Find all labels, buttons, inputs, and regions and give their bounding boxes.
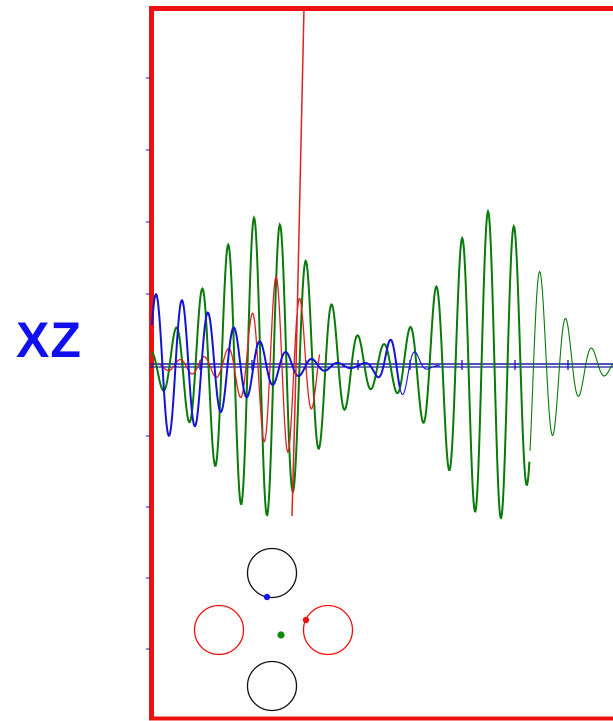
frame-left-ticks [146,77,150,650]
right-circle-icon [302,604,354,656]
blue-dot [263,593,271,601]
red-beam-lower [291,367,297,517]
red-dot [302,616,310,624]
red-beam-upper [295,7,305,369]
blue-wave-trail [399,351,440,396]
bottom-circle-icon [246,660,298,712]
left-circle-icon [193,604,245,656]
blue-wave [151,293,401,438]
frame [149,6,613,721]
green-dot [277,631,285,639]
x-axis [150,360,613,370]
green-wave-trail [529,270,613,451]
plane-label: XZ [16,312,82,368]
circle-diagram [193,547,354,712]
green-wave [151,208,531,520]
top-circle-icon [246,547,298,599]
red-wave [159,276,321,454]
